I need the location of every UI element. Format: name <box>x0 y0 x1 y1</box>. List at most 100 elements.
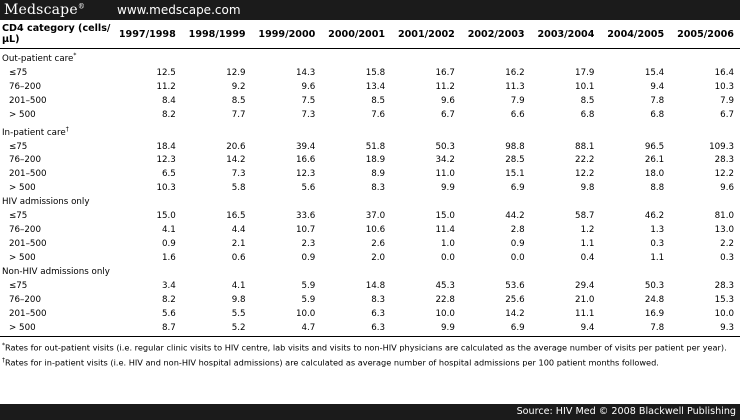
cd4-category-cell: ≤75 <box>9 67 28 78</box>
rate-cell: 16.2 <box>505 67 525 78</box>
rate-cell: 7.8 <box>650 95 665 106</box>
rate-cell: 15.3 <box>714 294 734 305</box>
rate-cell: 46.2 <box>644 211 665 222</box>
rate-cell: 53.6 <box>505 281 525 292</box>
rate-cell: 8.5 <box>371 95 386 106</box>
rate-cell: 28.3 <box>714 155 734 166</box>
section-label: HIV admissions only <box>0 196 740 210</box>
source-bar: Source: HIV Med © 2008 Blackwell Publish… <box>0 404 740 420</box>
rate-cell: 109.3 <box>709 141 734 152</box>
footnote-mark: * <box>2 342 5 350</box>
rate-cell: 0.0 <box>441 253 455 264</box>
table-row: > 500 10.3 5.8 5.6 8.3 9.9 6.9 9.8 8.8 9.6 <box>0 182 740 196</box>
rate-cell: 5.6 <box>301 183 316 194</box>
header-bar: Medscape® www.medscape.com <box>0 0 740 20</box>
rate-cell: 7.3 <box>301 109 316 120</box>
rate-cell: 6.8 <box>650 109 665 120</box>
table-row: 76–200 8.2 9.8 5.9 8.3 22.8 25.6 21.0 24.8 15.3 <box>0 294 740 308</box>
cd4-category-cell: > 500 <box>9 253 36 264</box>
table-row: > 500 8.7 5.2 4.7 6.3 9.9 6.9 9.4 7.8 9.3 <box>0 321 740 338</box>
rate-cell: 15.4 <box>644 67 665 78</box>
table-row: > 500 8.2 7.7 7.3 7.6 6.7 6.6 6.8 6.8 6.7 <box>0 109 740 123</box>
rate-cell: 11.2 <box>435 81 455 92</box>
rate-cell: 15.0 <box>435 211 455 222</box>
footnote-text: Rates for in-patient visits (i.e. HIV an… <box>5 357 659 368</box>
rate-cell: 13.0 <box>714 225 734 236</box>
source-credit: Source: HIV Med © 2008 Blackwell Publish… <box>516 406 736 417</box>
table-row: 201–500 8.4 8.5 7.5 8.5 9.6 7.9 8.5 7.8 7.9 <box>0 95 740 109</box>
rate-cell: 13.4 <box>365 81 386 92</box>
rate-cell: 20.6 <box>226 141 246 152</box>
table-row: 201–500 5.6 5.5 10.0 6.3 10.0 14.2 11.1 16.9 10.0 <box>0 308 740 322</box>
rate-cell: 4.1 <box>161 225 176 236</box>
column-header: 2002/2003 <box>460 20 531 49</box>
rate-cell: 10.3 <box>156 183 176 194</box>
rate-cell: 7.5 <box>301 95 316 106</box>
rate-cell: 26.1 <box>644 155 665 166</box>
rate-cell: 10.6 <box>365 225 386 236</box>
brand-name: Medscape <box>4 2 78 18</box>
column-header: 2001/2002 <box>391 20 461 49</box>
rate-cell: 4.7 <box>251 321 322 338</box>
table-header-row: CD4 category (cells/µL) 1997/1998 1998/1… <box>0 20 740 49</box>
rate-cell: 1.1 <box>580 239 595 250</box>
rate-cell: 98.8 <box>505 141 525 152</box>
rate-cell: 11.3 <box>505 81 525 92</box>
rate-cell: 24.8 <box>644 294 665 305</box>
rate-cell: 4.4 <box>231 225 246 236</box>
rate-cell: 44.2 <box>505 211 525 222</box>
column-header: 2000/2001 <box>321 20 392 49</box>
rate-cell: 96.5 <box>644 141 665 152</box>
footnote-text: Rates for out-patient visits (i.e. regul… <box>5 343 727 354</box>
rate-cell: 9.8 <box>580 183 595 194</box>
rate-cell: 12.2 <box>575 169 595 180</box>
column-header: 1997/1998 <box>112 20 182 49</box>
rate-cell: 39.4 <box>295 141 316 152</box>
rate-cell: 45.3 <box>435 281 455 292</box>
rate-cell: 16.6 <box>295 155 316 166</box>
section-label: Non-HIV admissions only <box>0 266 740 280</box>
rate-cell: 9.9 <box>441 183 455 194</box>
rate-cell: 7.6 <box>371 109 386 120</box>
section-label: Out-patient care* <box>0 49 740 67</box>
rate-cell: 0.9 <box>161 239 176 250</box>
rate-cell: 21.0 <box>575 294 595 305</box>
rate-cell: 7.7 <box>231 109 246 120</box>
rate-cell: 6.5 <box>161 169 176 180</box>
rate-cell: 11.0 <box>435 169 455 180</box>
rate-cell: 1.3 <box>650 225 665 236</box>
rate-cell: 81.0 <box>714 211 734 222</box>
section-label-text: Non-HIV admissions only <box>2 267 110 278</box>
rate-cell: 28.3 <box>714 281 734 292</box>
rate-cell: 1.1 <box>650 253 665 264</box>
rate-cell: 0.6 <box>231 253 246 264</box>
rate-cell: 15.0 <box>156 211 176 222</box>
rate-cell: 4.1 <box>231 281 246 292</box>
cd4-category-cell: 76–200 <box>9 155 41 166</box>
section-label: In-patient care† <box>0 123 740 141</box>
section-row: Out-patient care* <box>0 49 740 67</box>
rate-cell: 2.3 <box>301 239 316 250</box>
table-row: 201–500 0.9 2.1 2.3 2.6 1.0 0.9 1.1 0.3 2.2 <box>0 238 740 252</box>
rate-cell: 8.3 <box>371 294 386 305</box>
table-row: ≤75 15.0 16.5 33.6 37.0 15.0 44.2 58.7 46.2 81.0 <box>0 210 740 224</box>
cd4-category-cell: 76–200 <box>9 81 41 92</box>
rate-cell: 6.9 <box>510 183 525 194</box>
rate-cell: 16.4 <box>714 67 734 78</box>
rate-cell: 6.3 <box>371 308 386 319</box>
cd4-category-cell: 76–200 <box>9 294 41 305</box>
rate-cell: 8.5 <box>231 95 246 106</box>
cd4-category-cell: 201–500 <box>9 169 47 180</box>
brand-mark: ® <box>77 2 86 11</box>
section-label-text: Out-patient care <box>2 53 74 64</box>
site-url[interactable]: www.medscape.com <box>117 3 241 17</box>
rate-cell: 37.0 <box>365 211 386 222</box>
medscape-logo[interactable]: Medscape® <box>4 2 85 18</box>
cd4-category-cell: 76–200 <box>9 225 41 236</box>
rate-cell: 10.0 <box>435 308 455 319</box>
rate-cell: 2.6 <box>371 239 386 250</box>
rate-cell: 7.9 <box>720 95 734 106</box>
rate-cell: 12.3 <box>156 155 176 166</box>
rate-cell: 5.9 <box>301 294 316 305</box>
rate-cell: 17.9 <box>575 67 595 78</box>
